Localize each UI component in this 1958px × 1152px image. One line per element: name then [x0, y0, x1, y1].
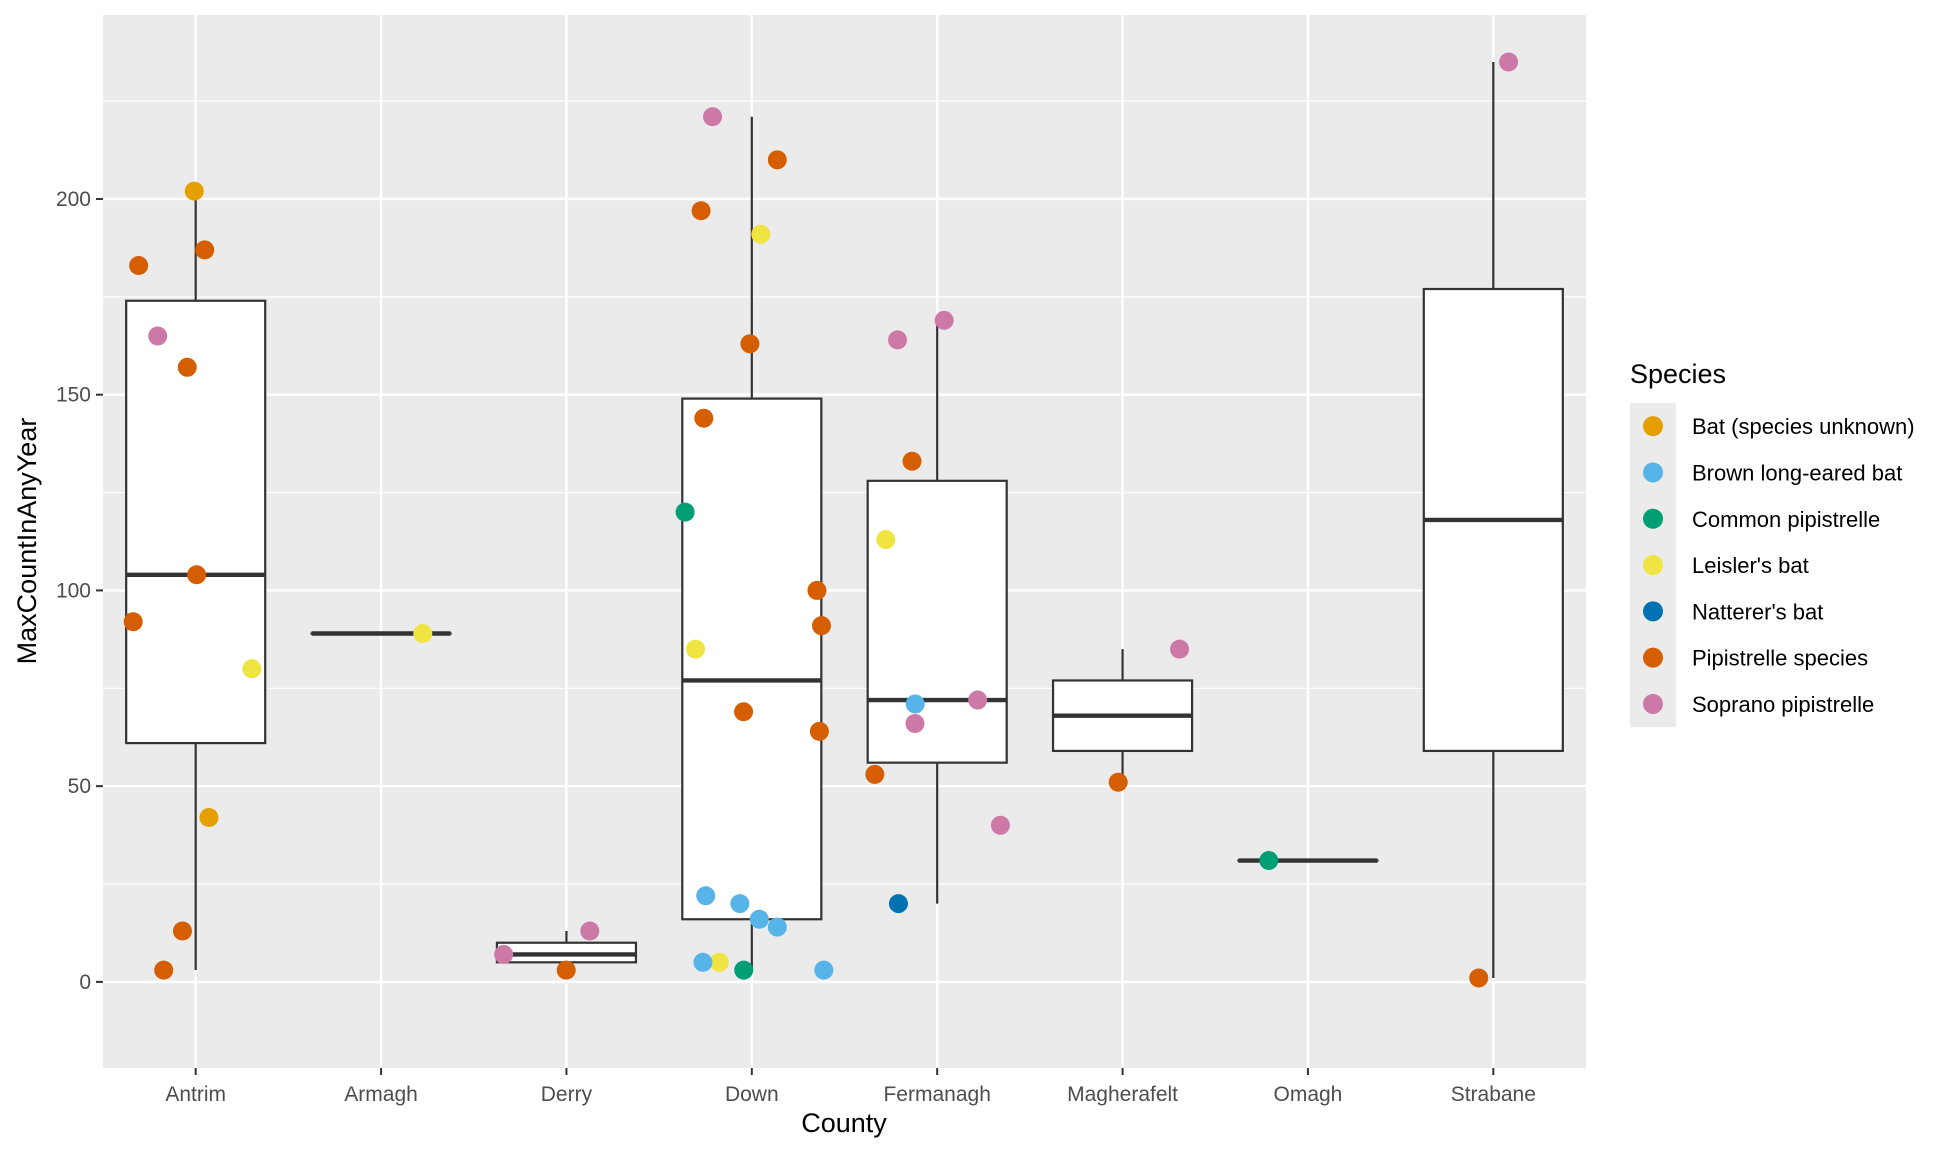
- x-tick-label: Down: [725, 1083, 779, 1106]
- legend-label: Common pipistrelle: [1692, 507, 1880, 532]
- x-tick-label: Omagh: [1274, 1083, 1343, 1106]
- x-tick-label: Derry: [541, 1083, 593, 1106]
- legend-swatch: [1643, 647, 1663, 668]
- y-tick-label: 0: [79, 971, 91, 994]
- x-tick-label: Armagh: [344, 1083, 418, 1106]
- legend-label: Soprano pipistrelle: [1692, 692, 1874, 717]
- data-point: [694, 408, 714, 428]
- data-point: [990, 815, 1010, 835]
- data-point: [148, 326, 168, 346]
- y-axis-title: MaxCountInAnyYear: [12, 418, 42, 665]
- data-point: [123, 612, 143, 632]
- data-point: [199, 807, 219, 827]
- data-point: [1469, 968, 1489, 988]
- data-point: [1499, 52, 1519, 72]
- data-point: [767, 150, 787, 170]
- data-point: [696, 886, 716, 906]
- data-point: [934, 310, 954, 330]
- data-point: [177, 357, 197, 377]
- data-point: [734, 960, 754, 980]
- data-point: [494, 944, 514, 964]
- data-point: [767, 917, 787, 937]
- box-iqr: [866, 479, 1008, 764]
- data-point: [905, 714, 925, 734]
- boxplot-strabane: [1422, 61, 1564, 978]
- y-tick-label: 100: [56, 579, 91, 602]
- data-point: [809, 721, 829, 741]
- data-point: [187, 565, 207, 585]
- legend: Species Bat (species unknown) Brown long-…: [1630, 359, 1915, 728]
- data-point: [751, 224, 771, 244]
- y-tick-label: 50: [68, 775, 91, 798]
- data-point: [154, 960, 174, 980]
- axes: 0 50 100 150 200 Antrim Armagh Derry Down Fermana…: [56, 188, 1536, 1106]
- data-point: [740, 334, 760, 354]
- data-point: [1170, 639, 1190, 659]
- data-point: [811, 616, 831, 636]
- legend-swatch: [1643, 508, 1663, 529]
- data-point: [675, 502, 695, 522]
- data-point: [172, 921, 192, 941]
- data-point: [129, 256, 149, 276]
- x-tick-label: Fermanagh: [883, 1083, 990, 1106]
- legend-swatch: [1643, 601, 1663, 622]
- data-point: [709, 952, 729, 972]
- data-point: [691, 201, 711, 221]
- data-point: [580, 921, 600, 941]
- x-tick-label: Magherafelt: [1067, 1083, 1178, 1106]
- legend-label: Leisler's bat: [1692, 553, 1809, 578]
- box-iqr: [125, 299, 267, 745]
- legend-swatch: [1643, 416, 1663, 437]
- data-point: [749, 909, 769, 929]
- data-point: [693, 952, 713, 972]
- data-point: [902, 451, 922, 471]
- legend-swatch: [1643, 693, 1663, 714]
- data-point: [876, 530, 896, 550]
- data-point: [730, 894, 750, 914]
- boxplot-down: [681, 116, 823, 971]
- data-point: [888, 894, 908, 914]
- legend-label: Bat (species unknown): [1692, 414, 1915, 439]
- data-point: [1108, 772, 1128, 792]
- legend-swatch: [1643, 462, 1663, 483]
- data-point: [556, 960, 576, 980]
- data-point: [242, 659, 262, 679]
- legend-label: Pipistrelle species: [1692, 646, 1868, 671]
- legend-label: Natterer's bat: [1692, 599, 1823, 624]
- legend-swatch: [1643, 555, 1663, 576]
- y-tick-label: 200: [56, 188, 91, 211]
- legend-items: Bat (species unknown) Brown long-eared ba…: [1630, 403, 1915, 728]
- jitter-points: [123, 52, 1519, 988]
- data-point: [1259, 851, 1279, 871]
- data-point: [905, 694, 925, 714]
- boxplot-magherafelt: [1051, 649, 1194, 783]
- x-tick-label: Strabane: [1451, 1083, 1536, 1106]
- data-point: [968, 690, 988, 710]
- data-point: [703, 107, 723, 127]
- x-tick-label: Antrim: [165, 1083, 226, 1106]
- data-point: [807, 580, 827, 600]
- boxplot-antrim: [125, 191, 267, 971]
- boxplot-derry: [495, 930, 638, 971]
- panel-background: [103, 15, 1586, 1068]
- legend-label: Brown long-eared bat: [1692, 460, 1902, 485]
- boxplots: [125, 61, 1564, 978]
- boxplot-fermanagh: [866, 320, 1008, 904]
- data-point: [686, 639, 706, 659]
- data-point: [195, 240, 215, 260]
- data-point: [888, 330, 908, 350]
- data-point: [865, 764, 885, 784]
- box-iqr: [681, 397, 823, 921]
- data-point: [734, 702, 754, 722]
- data-point: [413, 623, 433, 643]
- y-tick-label: 150: [56, 384, 91, 407]
- x-axis-title: County: [801, 1108, 887, 1138]
- data-point: [814, 960, 834, 980]
- legend-title: Species: [1630, 359, 1726, 389]
- data-point: [184, 181, 204, 201]
